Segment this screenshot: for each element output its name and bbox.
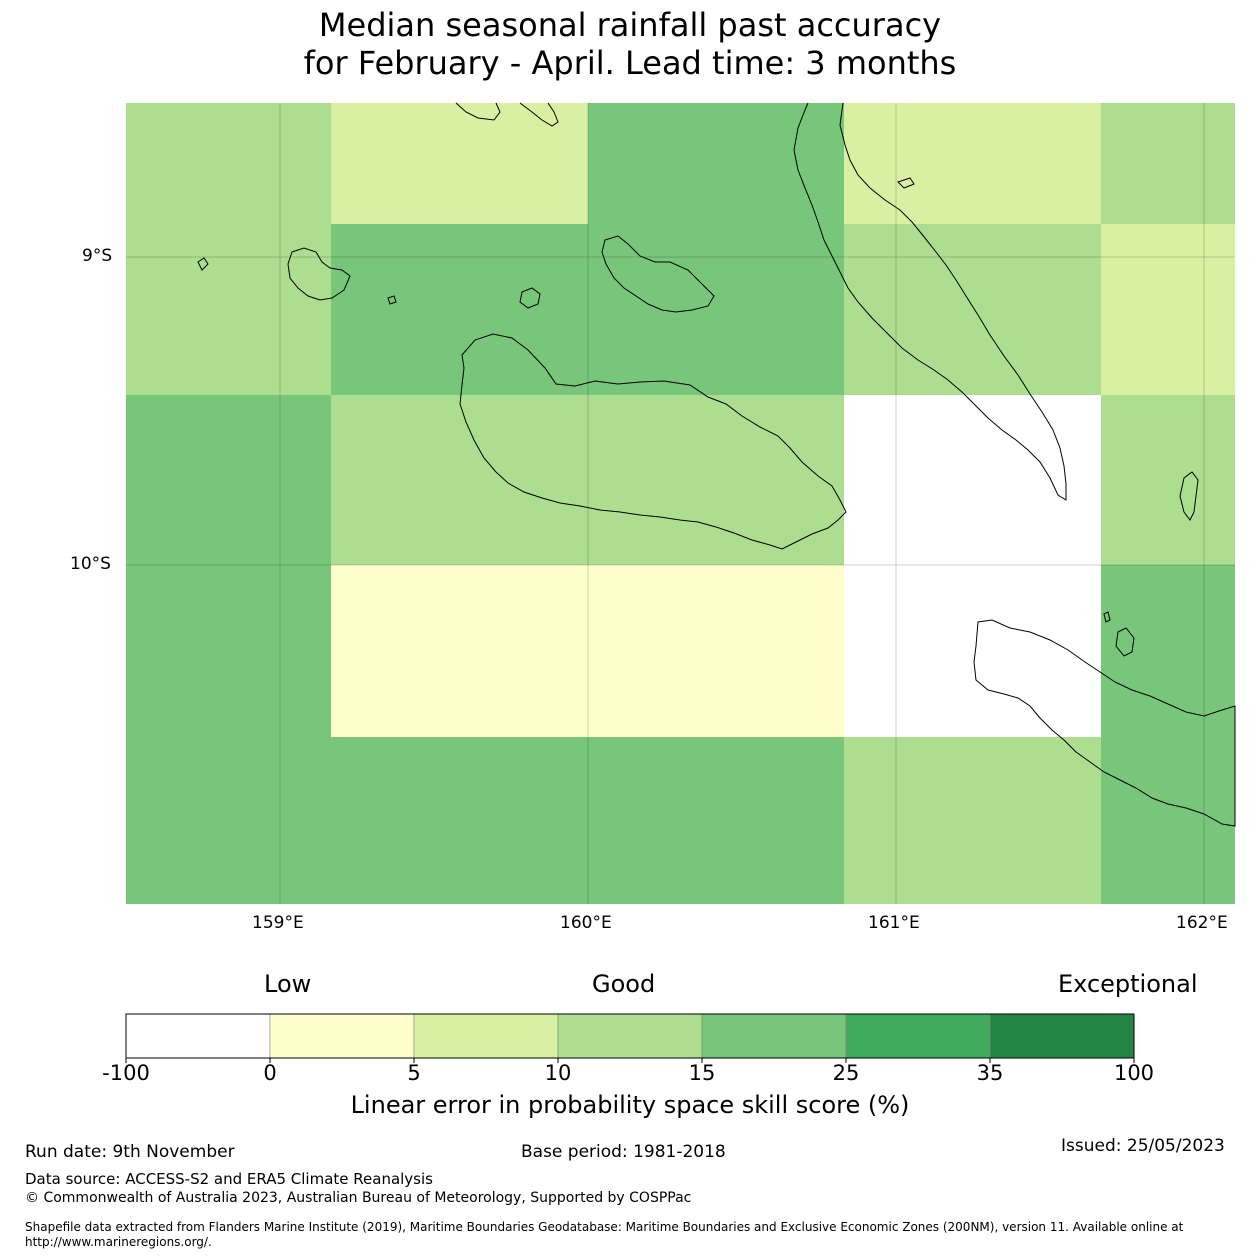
grid-cell	[1101, 737, 1235, 904]
issued-date: Issued: 25/05/2023	[1061, 1136, 1225, 1156]
title-line-1: Median seasonal rainfall past accuracy	[318, 6, 942, 44]
grid-cell	[1101, 395, 1235, 565]
lon-label-161e: 161°E	[868, 913, 920, 933]
grid-cell	[126, 224, 331, 395]
grid-cell	[1101, 224, 1235, 395]
coast-west-islet	[197, 257, 209, 271]
colorbar-tick: 35	[976, 1061, 1004, 1085]
grid-cell	[588, 565, 844, 737]
grid-cell	[588, 737, 844, 904]
lon-label-162e: 162°E	[1176, 913, 1228, 933]
grid-cell	[331, 737, 588, 904]
colorbar-tick: 10	[544, 1061, 572, 1085]
run-date: Run date: 9th November	[25, 1142, 235, 1162]
colorbar-head-low: Low	[264, 970, 312, 998]
colorbar-head-good: Good	[592, 970, 656, 998]
grid-cell	[844, 737, 1101, 904]
skill-grid	[126, 103, 1235, 904]
coast-nw-islands-2	[519, 102, 559, 127]
coast-ulawa	[1179, 471, 1199, 521]
grid-cell	[331, 395, 588, 565]
colorbar-segment	[557, 1013, 703, 1059]
grid-cell	[588, 395, 844, 565]
coast-russell-islands	[287, 247, 351, 301]
coast-nw-islands	[455, 102, 501, 121]
grid-cell	[1101, 103, 1235, 224]
grid-cell	[588, 224, 844, 395]
colorbar-tick: 0	[263, 1061, 277, 1085]
coast-florida-islands	[601, 235, 715, 313]
chart-title: Median seasonal rainfall past accuracy f…	[0, 6, 1260, 82]
grid-cell	[588, 103, 844, 224]
grid-cell	[331, 224, 588, 395]
grid-cell	[126, 737, 331, 904]
coast-east-islet	[1115, 627, 1135, 657]
grid-cell	[844, 103, 1101, 224]
grid-cell	[844, 395, 1101, 565]
grid-cell	[126, 565, 331, 737]
base-period: Base period: 1981-2018	[521, 1142, 726, 1162]
graticule	[126, 103, 1235, 904]
shapefile-credit-line-2: http://www.marineregions.org/.	[25, 1235, 212, 1249]
colorbar-segment	[269, 1013, 415, 1059]
grid-cell	[1101, 565, 1235, 737]
colorbar-label: Linear error in probability space skill …	[350, 1091, 910, 1119]
copyright: © Commonwealth of Australia 2023, Austra…	[25, 1190, 692, 1206]
grid-cell	[126, 103, 331, 224]
colorbar-tick: 5	[407, 1061, 421, 1085]
colorbar-tick: 100	[1113, 1061, 1155, 1085]
colorbar-segment	[125, 1013, 271, 1059]
shapefile-credit: Shapefile data extracted from Flanders M…	[25, 1220, 1225, 1250]
coast-malaita	[793, 102, 1067, 501]
coast-savo	[519, 287, 541, 309]
grid-cell	[126, 395, 331, 565]
coast-small-islet-2	[1103, 611, 1111, 623]
title-line-2: for February - April. Lead time: 3 month…	[303, 44, 957, 82]
coastlines	[197, 102, 1236, 827]
colorbar-segment	[845, 1013, 991, 1059]
colorbar-tick: 25	[832, 1061, 860, 1085]
shapefile-credit-line-1: Shapefile data extracted from Flanders M…	[25, 1220, 1184, 1234]
colorbar-head-exceptional: Exceptional	[1058, 970, 1198, 998]
colorbar-tick: -100	[102, 1061, 150, 1085]
colorbar-segment	[413, 1013, 559, 1059]
colorbar	[125, 1013, 1135, 1063]
grid-cell	[844, 224, 1101, 395]
grid-cell	[331, 565, 588, 737]
colorbar-tick: 15	[688, 1061, 716, 1085]
colorbar-frame	[125, 1013, 1135, 1059]
lat-label-10s: 10°S	[70, 554, 111, 574]
lat-label-9s: 9°S	[82, 246, 113, 266]
grid-cell	[844, 565, 1101, 737]
coast-small-islet-3	[897, 177, 915, 189]
lon-label-159e: 159°E	[252, 913, 304, 933]
coast-small-islet-1	[387, 295, 397, 305]
lon-label-160e: 160°E	[560, 913, 612, 933]
coast-guadalcanal	[459, 333, 847, 550]
data-source: Data source: ACCESS-S2 and ERA5 Climate …	[25, 1170, 433, 1188]
coast-makira	[973, 619, 1236, 827]
colorbar-segment	[701, 1013, 847, 1059]
grid-cell	[331, 103, 588, 224]
colorbar-segment	[989, 1013, 1135, 1059]
